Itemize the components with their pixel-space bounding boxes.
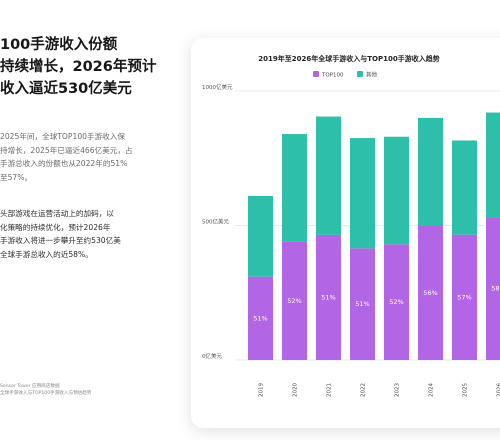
bar-top100-2025 — [452, 234, 477, 360]
chart-title: 2019年至2026年全球手游收入与TOP100手游收入趋势 — [258, 54, 439, 63]
bar-data-label: 56% — [423, 289, 437, 297]
paragraph-line: 至57%。 — [0, 172, 33, 182]
bar-top100-2019 — [248, 276, 273, 360]
legend-swatch-1 — [313, 71, 319, 77]
bar-other-2019 — [248, 195, 273, 277]
paragraph-line: 头部游戏在运营活动上的加码，以 — [0, 209, 114, 218]
x-tick-label: 2023 — [395, 383, 401, 397]
source-footnote: Sensor Tower 应用商店数据 全球手游收入与TOP100手游收入与预估… — [0, 383, 91, 397]
bar-data-label: 58% — [491, 285, 500, 293]
chart-card: 2019年至2026年全球手游收入与TOP100手游收入趋势 TOP100 其他 0亿… — [191, 38, 500, 428]
bar-other-2022 — [350, 138, 375, 249]
bar-other-2020 — [282, 134, 307, 242]
bar-top100-2024 — [418, 225, 443, 360]
bar-other-2023 — [384, 136, 409, 245]
bar-data-label: 52% — [287, 297, 301, 305]
headline: 100手游收入份额 持续增长，2026年预计 收入逼近530亿美元 — [0, 34, 180, 100]
footnote-line: 全球手游收入与TOP100手游收入与预估趋势 — [0, 391, 92, 396]
bar-other-2021 — [316, 116, 341, 235]
headline-line: 持续增长，2026年预计 — [0, 59, 157, 75]
legend-label-1: TOP100 — [321, 73, 344, 79]
x-tick-label: 2019 — [259, 383, 265, 397]
x-tick-label: 2022 — [361, 383, 367, 397]
x-tick-label: 2020 — [293, 383, 299, 397]
paragraph-line: 手游总收入的份额也从2022年的51% — [0, 159, 128, 169]
bar-top100-2026 — [486, 217, 500, 360]
legend-label-2: 其他 — [366, 71, 378, 79]
x-tick-label: 2021 — [327, 383, 333, 397]
paragraph-line: 持增长，2025年已逼近466亿美元，占 — [0, 145, 133, 155]
x-tick-label: 2026 — [497, 383, 500, 397]
bar-data-label: 52% — [389, 298, 403, 306]
bar-data-label: 51% — [355, 300, 369, 308]
y-tick-label: 500亿美元 — [202, 218, 229, 226]
bar-other-2024 — [418, 117, 443, 226]
bar-data-label: 57% — [457, 293, 471, 301]
headline-line: 100手游收入份额 — [0, 37, 118, 53]
y-tick-label: 0亿美元 — [202, 352, 222, 360]
bar-other-2026 — [486, 112, 500, 218]
chart-svg: 2019年至2026年全球手游收入与TOP100手游收入趋势 TOP100 其他 0亿… — [202, 54, 500, 397]
footnote-line: Sensor Tower 应用商店数据 — [0, 384, 60, 389]
paragraph-forecast: 头部游戏在运营活动上的加码，以 化策略的持续优化，预计2026年 手游收入将进一… — [0, 207, 150, 261]
paragraph-line: 化策略的持续优化，预计2026年 — [0, 222, 111, 232]
bar-top100-2022 — [350, 248, 375, 360]
bar-top100-2020 — [282, 241, 307, 360]
text-column: 100手游收入份额 持续增长，2026年预计 收入逼近530亿美元 2025年间… — [0, 0, 185, 440]
x-tick-label: 2024 — [429, 383, 435, 397]
y-tick-label: 1000亿美元 — [202, 83, 233, 91]
bar-data-label: 51% — [321, 293, 335, 301]
headline-line: 收入逼近530亿美元 — [0, 81, 132, 97]
paragraph-line: 2025年间，全球TOP100手游收入保 — [0, 132, 125, 141]
paragraph-line: 全球手游总收入的近58%。 — [0, 249, 93, 259]
bar-data-label: 51% — [253, 314, 267, 322]
bar-top100-2021 — [316, 234, 341, 360]
x-tick-label: 2025 — [463, 383, 469, 397]
legend-swatch-2 — [357, 71, 363, 77]
paragraph-line: 手游收入将进一步攀升至约530亿美 — [0, 236, 121, 246]
bar-top100-2023 — [384, 244, 409, 360]
bar-other-2025 — [452, 140, 477, 235]
paragraph-growth: 2025年间，全球TOP100手游收入保 持增长，2025年已逼近466亿美元，… — [0, 130, 150, 184]
